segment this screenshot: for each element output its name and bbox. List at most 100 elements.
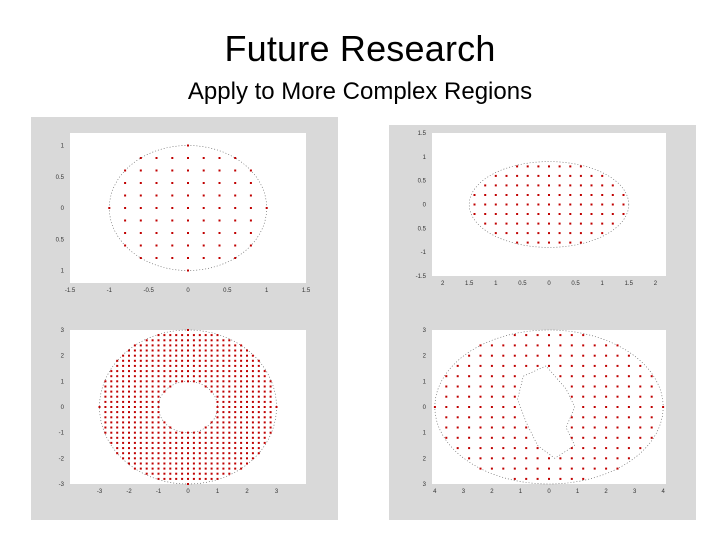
grid-point (605, 354, 608, 357)
grid-point (536, 344, 539, 347)
grid-point (582, 457, 585, 460)
grid-point (187, 244, 189, 247)
grid-point (157, 406, 160, 408)
grid-point (639, 416, 642, 419)
grid-point (139, 194, 142, 197)
grid-point (445, 436, 448, 439)
grid-point (139, 244, 142, 247)
grid-point (210, 462, 213, 465)
grid-point (192, 364, 195, 367)
grid-point (128, 370, 130, 373)
grid-point (133, 436, 136, 439)
grid-point (558, 174, 561, 177)
grid-point (192, 447, 195, 450)
grid-point (251, 436, 254, 439)
grid-point (128, 462, 130, 465)
grid-point (246, 406, 248, 408)
grid-point (240, 370, 243, 373)
grid-point (269, 421, 272, 424)
grid-point (525, 467, 528, 470)
grid-point (222, 370, 225, 373)
grid-point (145, 426, 148, 429)
y-tick-label: 1 (61, 379, 65, 385)
grid-point (175, 334, 178, 337)
grid-point (246, 400, 248, 403)
grid-point (128, 364, 130, 367)
grid-point (593, 344, 596, 347)
grid-point (505, 222, 508, 225)
grid-point (605, 375, 608, 378)
grid-point (570, 395, 573, 398)
grid-point (192, 375, 195, 378)
grid-point (222, 426, 225, 429)
grid-point (616, 354, 619, 357)
grid-point (479, 426, 482, 429)
grid-point (593, 354, 596, 357)
grid-point (537, 232, 540, 235)
grid-point (257, 364, 260, 367)
grid-point (582, 406, 585, 408)
grid-point (210, 467, 213, 470)
grid-point (187, 436, 189, 439)
grid-point (548, 174, 550, 177)
grid-point (558, 203, 561, 206)
grid-point (139, 447, 142, 450)
grid-point (246, 447, 248, 450)
grid-point (139, 359, 142, 362)
grid-point (157, 477, 160, 480)
grid-point (249, 232, 252, 234)
grid-point (616, 426, 619, 429)
grid-point (593, 436, 596, 439)
grid-point (639, 406, 642, 408)
grid-point (128, 395, 130, 398)
grid-point (181, 452, 184, 455)
grid-point (139, 219, 142, 222)
grid-point (611, 222, 614, 225)
grid-point (502, 344, 505, 347)
grid-point (484, 194, 487, 196)
grid-point (133, 400, 136, 403)
grid-point (133, 395, 136, 398)
y-tick-label: 0 (423, 405, 427, 411)
grid-point (139, 354, 142, 357)
x-tick-label: 1 (216, 489, 220, 495)
grid-point (128, 426, 130, 429)
grid-point (175, 359, 178, 362)
grid-point (210, 334, 213, 337)
grid-point (490, 406, 493, 408)
grid-point (192, 349, 195, 352)
grid-point (157, 339, 160, 342)
grid-point (627, 447, 630, 450)
grid-point (198, 349, 201, 352)
grid-point (263, 370, 266, 373)
grid-point (548, 203, 550, 206)
grid-point (502, 426, 505, 429)
grid-point (151, 339, 154, 342)
grid-point (579, 213, 582, 215)
grid-point (536, 457, 539, 460)
grid-point (525, 364, 528, 367)
grid-point (175, 344, 178, 347)
grid-point (593, 395, 596, 398)
grid-point (139, 344, 142, 347)
grid-point (216, 416, 219, 419)
grid-point (122, 359, 125, 362)
grid-point (169, 354, 172, 357)
grid-point (559, 344, 562, 347)
grid-point (204, 467, 207, 470)
grid-point (234, 257, 237, 259)
grid-point (468, 416, 471, 419)
x-tick-label: 0 (186, 288, 190, 294)
grid-point (593, 426, 596, 429)
grid-point (210, 441, 213, 444)
x-tick-label: -0.5 (143, 288, 154, 294)
grid-point (133, 421, 136, 424)
grid-point (187, 462, 189, 465)
grid-point (558, 213, 561, 215)
grid-point (569, 194, 572, 196)
grid-point (145, 411, 148, 414)
grid-point (246, 431, 248, 434)
grid-point (579, 194, 582, 196)
y-tick-label: 0.5 (56, 237, 65, 243)
